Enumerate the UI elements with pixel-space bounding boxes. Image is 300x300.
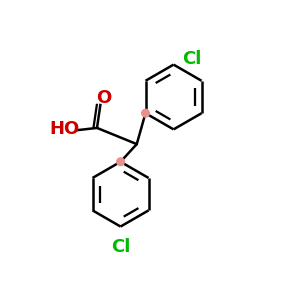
Circle shape xyxy=(142,110,149,117)
Text: HO: HO xyxy=(49,120,79,138)
Circle shape xyxy=(117,158,124,166)
Text: Cl: Cl xyxy=(111,238,130,256)
Text: Cl: Cl xyxy=(182,50,202,68)
Text: O: O xyxy=(96,89,111,107)
